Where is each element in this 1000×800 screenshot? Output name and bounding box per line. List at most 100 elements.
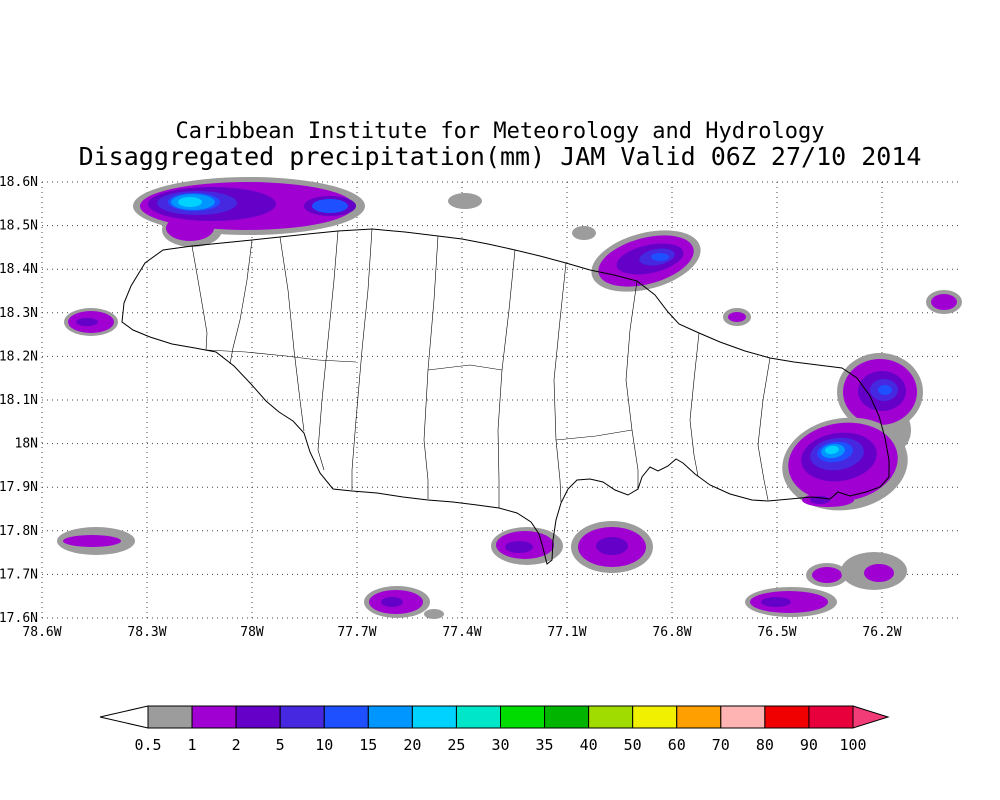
latitude-tick-label: 17.9N bbox=[0, 480, 38, 495]
colorbar-segment bbox=[279, 705, 325, 729]
precip-contour-level-0.5 bbox=[572, 226, 596, 240]
longitude-tick-label: 77.1W bbox=[547, 625, 586, 640]
latitude-tick-label: 17.8N bbox=[0, 524, 38, 539]
precip-contour-level-1 bbox=[728, 312, 746, 322]
longitude-tick-label: 76.8W bbox=[652, 625, 691, 640]
colorbar-legend: 0.5 1 2 5 10 15 20 25 30 35 40 50 60 70 80 90 100 bbox=[99, 705, 890, 754]
latitude-tick-label: 18.6N bbox=[0, 175, 38, 190]
precip-contour-level-0.5 bbox=[424, 609, 444, 619]
precip-contour-level-2 bbox=[381, 597, 403, 607]
parish-boundary bbox=[351, 228, 373, 490]
product-title: Disaggregated precipitation(mm) JAM Vali… bbox=[78, 142, 922, 171]
precip-cell bbox=[133, 177, 365, 247]
precip-cell bbox=[591, 230, 701, 292]
parish-boundary bbox=[229, 239, 253, 365]
colorbar-tick-label: 0.5 bbox=[134, 736, 161, 754]
parish-boundary bbox=[191, 245, 208, 351]
parish-boundary bbox=[689, 332, 700, 477]
precip-cell bbox=[723, 308, 751, 326]
colorbar-segment bbox=[235, 705, 281, 729]
colorbar-labels: 0.5 1 2 5 10 15 20 25 30 35 40 50 60 70 80 90 100 bbox=[134, 736, 866, 754]
precip-cell bbox=[424, 609, 444, 619]
precip-contour-level-0.5 bbox=[448, 193, 482, 209]
longitude-tick-label: 78.3W bbox=[127, 625, 166, 640]
colorbar-tick-label: 60 bbox=[668, 736, 686, 754]
latitude-tick-label: 18.4N bbox=[0, 262, 38, 277]
longitude-tick-label: 76.2W bbox=[862, 625, 901, 640]
colorbar-segment bbox=[720, 705, 766, 729]
latitude-tick-label: 18.2N bbox=[0, 349, 38, 364]
colorbar-segment bbox=[411, 705, 457, 729]
colorbar-tick-label: 5 bbox=[276, 736, 285, 754]
colorbar-tick-label: 2 bbox=[232, 736, 241, 754]
longitude-tick-label: 77.4W bbox=[442, 625, 481, 640]
precip-cell bbox=[926, 290, 962, 314]
longitude-tick-label: 77.7W bbox=[337, 625, 376, 640]
colorbar-segment bbox=[191, 705, 237, 729]
precip-cell bbox=[364, 586, 430, 618]
precip-cell bbox=[782, 417, 908, 511]
latitude-tick-label: 17.7N bbox=[0, 567, 38, 582]
colorbar-tick-label: 35 bbox=[536, 736, 554, 754]
parish-boundary bbox=[497, 249, 516, 508]
colorbar-segment bbox=[500, 705, 546, 729]
colorbar-segment bbox=[147, 705, 193, 729]
precip-contour-level-2 bbox=[761, 597, 791, 607]
longitude-tick-label: 78W bbox=[240, 625, 264, 640]
institute-title: Caribbean Institute for Meteorology and … bbox=[175, 119, 825, 144]
latitude-tick-label: 18.5N bbox=[0, 219, 38, 234]
parish-boundary bbox=[757, 357, 771, 501]
precip-contour-level-2 bbox=[596, 537, 628, 555]
colorbar-segment bbox=[455, 705, 501, 729]
colorbar-segment bbox=[323, 705, 369, 729]
colorbar-segment bbox=[544, 705, 590, 729]
colorbar-tick-label: 10 bbox=[315, 736, 333, 754]
latitude-tick-label: 17.6N bbox=[0, 611, 38, 626]
precip-contour-level-1 bbox=[931, 294, 957, 310]
latitude-tick-label: 18N bbox=[15, 437, 38, 452]
colorbar-segment bbox=[367, 705, 413, 729]
colorbar-tick-label: 1 bbox=[188, 736, 197, 754]
precip-contour-level-10 bbox=[312, 199, 348, 213]
parish-boundary bbox=[317, 230, 339, 471]
colorbar-tick-label: 20 bbox=[403, 736, 421, 754]
precip-cell bbox=[64, 308, 118, 336]
precip-cell bbox=[571, 521, 653, 573]
colorbar-tick-label: 90 bbox=[800, 736, 818, 754]
colorbar-tick-label: 30 bbox=[491, 736, 509, 754]
precip-contour-level-1 bbox=[166, 215, 214, 241]
colorbar-segment bbox=[764, 705, 810, 729]
precip-shaded-contours bbox=[57, 177, 962, 619]
precip-cell bbox=[745, 587, 837, 617]
colorbar-overflow-arrow bbox=[852, 705, 890, 729]
longitude-tick-label: 76.5W bbox=[757, 625, 796, 640]
colorbar-segment bbox=[588, 705, 634, 729]
precip-cell bbox=[841, 552, 907, 590]
colorbar-segment bbox=[632, 705, 678, 729]
precip-cell bbox=[57, 527, 135, 555]
precip-contour-level-1 bbox=[812, 567, 842, 583]
colorbar-tick-label: 50 bbox=[624, 736, 642, 754]
parish-boundary bbox=[625, 280, 639, 489]
precip-contour-level-20 bbox=[825, 445, 839, 455]
latitude-tick-label: 18.3N bbox=[0, 306, 38, 321]
precip-contour-level-2 bbox=[76, 318, 98, 326]
parish-boundary bbox=[555, 429, 633, 441]
parish-boundaries bbox=[191, 228, 771, 508]
colorbar-segment bbox=[808, 705, 854, 729]
colorbar-tick-label: 25 bbox=[447, 736, 465, 754]
precip-cell bbox=[572, 226, 596, 240]
parish-boundary bbox=[205, 349, 357, 363]
precip-contour-level-10 bbox=[878, 385, 892, 395]
axis-labels: 18.6N 18.5N 18.4N 18.3N 18.2N 18.1N 18N 17.9N 17… bbox=[0, 175, 902, 640]
colorbar-tick-label: 15 bbox=[359, 736, 377, 754]
latitude-tick-label: 18.1N bbox=[0, 393, 38, 408]
precip-contour-level-20 bbox=[178, 197, 202, 207]
colorbar-tick-label: 80 bbox=[756, 736, 774, 754]
parish-boundary bbox=[279, 236, 305, 432]
precip-contour-level-2 bbox=[505, 541, 533, 553]
parish-boundary bbox=[427, 364, 503, 371]
colorbar-tick-label: 70 bbox=[712, 736, 730, 754]
